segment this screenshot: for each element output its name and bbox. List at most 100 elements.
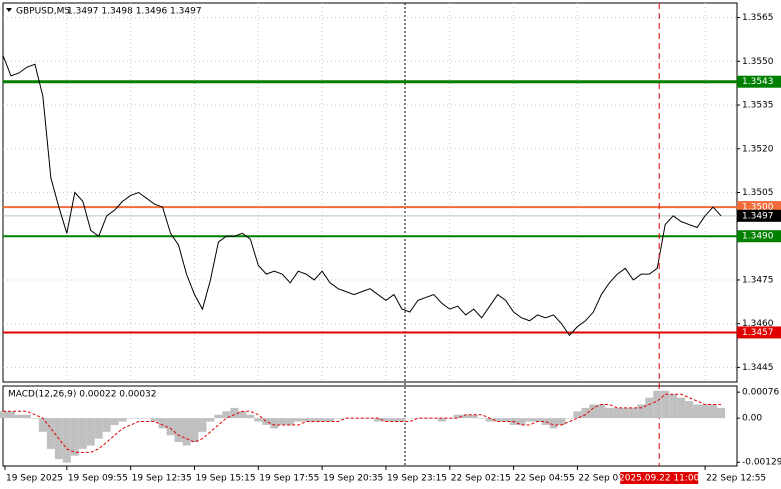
- histogram-bar: [118, 418, 127, 422]
- histogram-bar: [0, 411, 7, 419]
- y-tick-label: 1.3550: [742, 57, 774, 67]
- level-label: 1.3497: [742, 211, 774, 221]
- level-tag: [737, 75, 781, 88]
- histogram-bar: [30, 418, 39, 419]
- histogram-bar: [70, 418, 79, 456]
- histogram-bar: [661, 390, 670, 419]
- histogram-bar: [557, 418, 566, 425]
- level-tag: [737, 326, 781, 339]
- histogram-bar: [437, 418, 446, 422]
- histogram-bar: [126, 418, 135, 419]
- histogram-bar: [501, 418, 510, 422]
- histogram-bar: [86, 418, 95, 446]
- histogram-bar: [206, 418, 215, 422]
- level-tag: [737, 209, 781, 222]
- histogram-bar: [262, 418, 271, 425]
- x-tick-label: 19 Sep 15:15: [195, 474, 255, 484]
- histogram-bar: [533, 418, 542, 422]
- histogram-bar: [166, 418, 175, 436]
- histogram-bar: [717, 407, 726, 419]
- y-tick-label: 1.3445: [742, 363, 774, 373]
- level-tag: [737, 230, 781, 243]
- histogram-bar: [326, 418, 335, 422]
- histogram-bar: [693, 404, 702, 419]
- y-tick-label: 1.3565: [742, 13, 774, 23]
- x-tick-label: 19 Sep 20:35: [323, 474, 383, 484]
- histogram-bar: [270, 418, 279, 429]
- histogram-bar: [381, 418, 390, 422]
- histogram-bar: [286, 418, 295, 425]
- x-tick-label: 19 Sep 12:35: [132, 474, 192, 484]
- level-label: 1.3543: [742, 77, 774, 87]
- histogram-bar: [22, 414, 31, 419]
- histogram-bar: [413, 418, 422, 419]
- histogram-bar: [581, 407, 590, 419]
- histogram-bar: [685, 401, 694, 419]
- histogram-bar: [142, 418, 151, 419]
- x-tick-label: 22 Sep 02:15: [451, 474, 511, 484]
- macd-title: MACD(12,26,9) 0.00022 0.00032: [8, 390, 157, 400]
- histogram-bar: [589, 404, 598, 419]
- histogram-bar: [373, 418, 382, 422]
- histogram-bar: [565, 418, 574, 419]
- histogram-bar: [6, 411, 15, 419]
- histogram-bar: [709, 404, 718, 419]
- histogram-bar: [318, 418, 327, 422]
- histogram-bar: [94, 418, 103, 439]
- histogram-bar: [677, 397, 686, 419]
- histogram-bar: [78, 418, 87, 449]
- histogram-bar: [461, 414, 470, 419]
- histogram-bar: [134, 418, 143, 419]
- main-frame: [2, 2, 738, 383]
- histogram-bar: [174, 418, 183, 443]
- level-label: 1.3500: [742, 203, 774, 213]
- histogram-bar: [645, 397, 654, 419]
- histogram-bar: [334, 418, 343, 419]
- histogram-bar: [637, 404, 646, 419]
- histogram-bar: [429, 418, 438, 419]
- y-tick-label: 0.00: [742, 414, 762, 424]
- histogram-bar: [110, 418, 119, 425]
- x-tick-label: 19 Sep 2025: [6, 474, 63, 484]
- x-tick-label: 19 Sep 17:55: [259, 474, 319, 484]
- y-tick-label: -0.00129: [742, 458, 781, 468]
- histogram-bar: [629, 407, 638, 419]
- histogram-bar: [198, 418, 207, 432]
- histogram-bar: [14, 414, 23, 419]
- histogram-bar: [38, 418, 47, 432]
- ohlc: 1.3497 1.3498 1.3496 1.3497: [67, 7, 202, 17]
- histogram-bar: [405, 418, 414, 419]
- cursor-tag: [620, 472, 699, 484]
- histogram-bar: [278, 418, 287, 425]
- level-label: 1.3457: [742, 328, 774, 338]
- y-tick-label: 1.3520: [742, 144, 774, 154]
- histogram-bar: [294, 418, 303, 422]
- histogram-bar: [190, 418, 199, 443]
- histogram-bar: [222, 411, 231, 419]
- histogram-bar: [605, 407, 614, 419]
- histogram-bar: [453, 414, 462, 419]
- price-line: [2, 55, 722, 337]
- y-tick-label: 1.3505: [742, 188, 774, 198]
- histogram-bar: [350, 418, 359, 419]
- histogram-bar: [214, 414, 223, 419]
- histogram-bar: [397, 418, 406, 422]
- histogram-bar: [549, 418, 558, 429]
- histogram-bar: [477, 418, 486, 419]
- histogram-bar: [541, 418, 550, 425]
- histogram-bar: [573, 411, 582, 419]
- histogram-bar: [230, 407, 239, 419]
- histogram-bar: [62, 418, 71, 463]
- symbol-title: GBPUSD,M5: [16, 7, 70, 17]
- histogram-bar: [525, 418, 534, 422]
- level-label: 1.3490: [742, 232, 774, 242]
- x-tick-label: 22 Sep 12:55: [706, 474, 766, 484]
- histogram-bar: [597, 404, 606, 419]
- y-tick-label: 1.3535: [742, 101, 774, 111]
- y-tick-label: 1.3475: [742, 275, 774, 285]
- histogram-bar: [302, 418, 311, 422]
- x-tick-label: 22 Sep 07: [578, 474, 624, 484]
- x-tick-label: 22 Sep 04:55: [515, 474, 575, 484]
- histogram-bar: [46, 418, 55, 449]
- y-tick-label: 0.00076: [742, 388, 779, 398]
